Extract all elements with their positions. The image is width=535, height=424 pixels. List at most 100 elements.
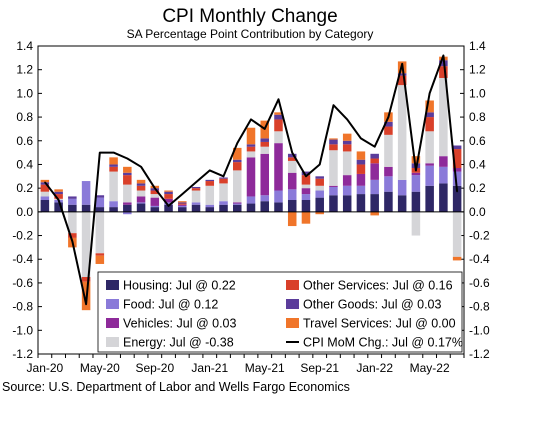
bar-vehicles <box>384 166 393 177</box>
y-tick-label-right: 1.0 <box>469 86 486 100</box>
bar-other-services <box>425 117 434 132</box>
bar-housing <box>246 203 256 212</box>
y-tick-label-left: 1.4 <box>16 39 33 53</box>
legend-label: Food: Jul @ 0.12 <box>123 298 218 312</box>
bar-food <box>136 202 146 204</box>
bar-vehicles <box>150 197 160 206</box>
bar-housing <box>109 207 118 212</box>
x-tick-label: Sep-21 <box>300 361 339 375</box>
bar-food <box>452 171 462 186</box>
bar-vehicles <box>370 163 379 180</box>
y-tick-label-right: 1.4 <box>469 39 486 53</box>
bar-vehicles <box>439 156 448 167</box>
legend-swatch <box>106 280 119 290</box>
cpi-line-point <box>456 191 458 193</box>
bar-travel-services <box>246 127 256 145</box>
bar-housing <box>95 207 105 212</box>
bar-other-services <box>68 233 77 238</box>
cpi-line-point <box>195 181 197 183</box>
bar-other-services <box>301 175 311 185</box>
y-tick-label-right: 1.2 <box>469 63 486 77</box>
bar-energy <box>315 185 324 191</box>
y-tick-label-left: -1.0 <box>12 323 33 337</box>
bar-housing <box>370 194 379 212</box>
bar-housing <box>123 204 132 212</box>
legend-label: CPI MoM Chg.: Jul @ 0.17% <box>303 336 463 350</box>
bar-other-goods <box>260 138 270 142</box>
legend-swatch <box>286 280 299 290</box>
bar-food <box>329 186 338 196</box>
y-tick-label-left: -0.6 <box>12 276 33 290</box>
bar-other-services <box>452 149 462 169</box>
bar-housing <box>164 204 173 212</box>
legend-label: Vehicles: Jul @ 0.03 <box>123 317 236 331</box>
bar-other-goods <box>191 186 201 189</box>
x-tick-label: Jan-21 <box>191 361 228 375</box>
bar-other-goods <box>123 172 132 176</box>
bar-housing <box>384 191 393 212</box>
bar-housing <box>356 194 366 212</box>
chart-title: CPI Monthly Change <box>162 6 337 27</box>
y-tick-label-left: 0.8 <box>16 110 33 124</box>
bar-other-services <box>287 157 297 161</box>
legend-label: Energy: Jul @ -0.38 <box>123 336 234 350</box>
bar-other-goods <box>397 73 407 76</box>
bar-food <box>191 202 201 205</box>
cpi-line-point <box>112 152 115 154</box>
bar-housing <box>274 202 283 212</box>
cpi-line-point <box>126 157 128 160</box>
bar-vehicles <box>452 168 462 172</box>
bar-food <box>232 203 242 205</box>
bar-other-goods <box>68 196 77 199</box>
bar-energy <box>342 151 352 176</box>
legend-swatch <box>106 318 119 328</box>
bar-food <box>81 181 91 205</box>
bar-food <box>356 185 366 195</box>
bar-energy <box>274 131 283 144</box>
bar-travel-services <box>356 151 366 160</box>
bar-energy <box>246 151 256 158</box>
bar-housing <box>232 204 242 212</box>
bar-food <box>164 202 173 205</box>
bar-other-services <box>178 203 187 205</box>
y-tick-label-right: -0.2 <box>469 229 490 243</box>
bar-food <box>411 175 421 192</box>
bar-other-goods <box>287 153 297 158</box>
bar-energy <box>232 170 242 203</box>
bar-travel-services <box>54 189 63 192</box>
cpi-line-point <box>209 169 211 171</box>
bar-food <box>397 179 407 196</box>
y-tick-label-left: 1.0 <box>16 86 33 100</box>
bar-other-goods <box>164 191 173 195</box>
bar-housing <box>301 200 311 212</box>
y-tick-label-left: -0.8 <box>12 300 33 314</box>
bar-vehicles <box>356 173 366 186</box>
bar-travel-services <box>95 255 105 264</box>
bar-energy <box>287 160 297 173</box>
bar-other-services <box>356 164 366 174</box>
bar-travel-services <box>329 138 338 140</box>
bar-housing <box>191 204 201 212</box>
bar-energy <box>397 85 407 180</box>
bar-other-goods <box>370 153 379 159</box>
bar-other-goods <box>274 114 283 120</box>
bar-energy <box>191 190 201 203</box>
cpi-line-point <box>346 118 348 121</box>
bar-vehicles <box>329 185 338 187</box>
cpi-line-series <box>44 54 459 306</box>
cpi-line-point <box>167 205 170 207</box>
cpi-line-point <box>154 187 156 189</box>
bar-housing <box>136 203 146 212</box>
cpi-line-point <box>277 98 280 100</box>
bar-travel-services <box>164 190 173 192</box>
bar-other-services <box>260 141 270 147</box>
y-axis-left: 1.4 1.2 1.0 0.8 0.6 0.4 0.2 0.0 -0.2 -0.4 -0.6 -0.8… <box>12 39 42 361</box>
legend-swatch <box>286 318 299 328</box>
bar-housing <box>81 204 91 212</box>
bar-other-goods <box>95 195 105 198</box>
bar-housing <box>397 195 407 212</box>
cpi-line-point <box>236 142 238 144</box>
bar-energy <box>68 211 77 234</box>
